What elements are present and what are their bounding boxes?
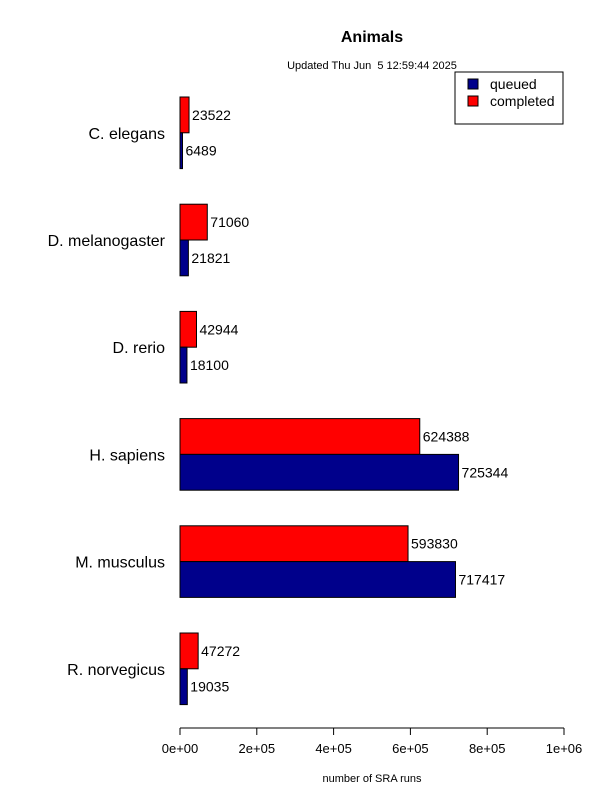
data-label-completed: 593830 xyxy=(411,536,458,552)
bar-completed xyxy=(179,418,421,455)
x-axis: 0e+00 2e+05 4e+05 6e+05 8e+05 1e+06 xyxy=(162,727,583,756)
bar-queued xyxy=(179,346,188,384)
bar-group: 42944 18100 D. rerio xyxy=(113,310,239,384)
chart-subtitle: Updated Thu Jun 5 12:59:44 2025 xyxy=(287,60,457,72)
bar-queued xyxy=(179,561,456,598)
bar-queued xyxy=(179,668,188,706)
x-tick-label: 1e+06 xyxy=(546,741,583,756)
chart-title: Animals xyxy=(341,29,403,46)
legend-swatch xyxy=(467,78,479,90)
bar-completed xyxy=(179,310,197,348)
category-label: R. norvegicus xyxy=(67,662,165,679)
legend-swatch xyxy=(467,95,479,107)
category-label: M. musculus xyxy=(75,555,165,572)
data-label-queued: 18100 xyxy=(190,357,229,373)
x-tick-label: 2e+05 xyxy=(239,741,276,756)
category-label: D. rerio xyxy=(113,340,166,357)
bar-completed xyxy=(179,525,409,563)
bar-completed xyxy=(179,203,208,241)
legend-box xyxy=(454,71,564,125)
category-label: D. melanogaster xyxy=(48,233,166,250)
bar-queued xyxy=(179,132,183,170)
data-label-queued: 6489 xyxy=(185,143,216,159)
data-label-queued: 717417 xyxy=(458,572,505,588)
bar-queued xyxy=(179,453,460,491)
data-label-completed: 71060 xyxy=(210,214,249,230)
legend-label: completed xyxy=(490,93,555,109)
x-tick-label: 0e+00 xyxy=(162,741,199,756)
bar-group: 47272 19035 R. norvegicus xyxy=(67,632,240,706)
data-label-queued: 19035 xyxy=(190,679,229,695)
data-label-completed: 47272 xyxy=(201,643,240,659)
bar-group: 23522 6489 C. elegans xyxy=(89,96,231,170)
legend-label: queued xyxy=(490,76,537,92)
x-tick-label: 4e+05 xyxy=(315,741,352,756)
bars-layer: 23522 6489 C. elegans 71060 21821 D. melanoga… xyxy=(48,96,509,706)
data-label-queued: 725344 xyxy=(462,464,509,480)
data-label-completed: 624388 xyxy=(423,429,470,445)
x-tick-label: 6e+05 xyxy=(392,741,429,756)
bar-completed xyxy=(179,96,190,134)
bar-group: 593830 717417 M. musculus xyxy=(75,525,505,598)
bar-completed xyxy=(179,632,199,670)
data-label-queued: 21821 xyxy=(191,250,230,266)
bar-queued xyxy=(179,239,189,277)
category-label: C. elegans xyxy=(89,126,166,143)
x-tick-label: 8e+05 xyxy=(469,741,506,756)
data-label-completed: 42944 xyxy=(199,321,238,337)
category-label: H. sapiens xyxy=(89,447,165,464)
x-axis-title: number of SRA runs xyxy=(322,773,422,785)
bar-group: 624388 725344 H. sapiens xyxy=(89,418,509,491)
bar-group: 71060 21821 D. melanogaster xyxy=(48,203,249,277)
data-label-completed: 23522 xyxy=(192,107,231,123)
